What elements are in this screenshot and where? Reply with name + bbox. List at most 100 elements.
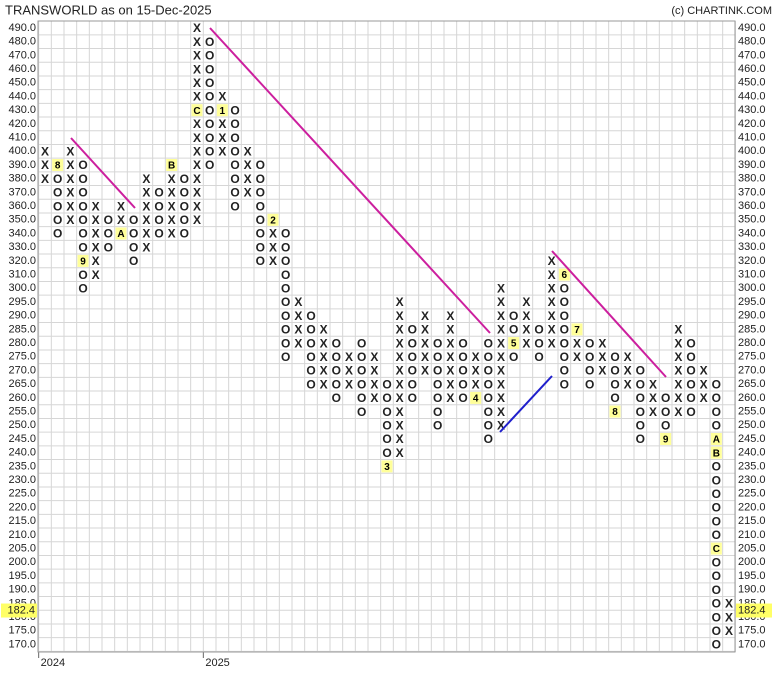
month-label: B: [713, 448, 720, 459]
o-box: O: [230, 172, 239, 186]
x-box: X: [117, 199, 125, 213]
o-box: O: [408, 323, 417, 337]
o-box: O: [332, 350, 341, 364]
x-box: X: [142, 227, 150, 241]
x-box: X: [446, 323, 454, 337]
o-box: O: [686, 364, 695, 378]
y-tick-label: 275.0: [8, 351, 36, 363]
y-tick-label: 440.0: [8, 90, 36, 102]
o-box: O: [610, 350, 619, 364]
y-tick-label-right: 390.0: [738, 159, 766, 171]
x-box: X: [446, 391, 454, 405]
x-box: X: [370, 391, 378, 405]
o-box: O: [560, 336, 569, 350]
y-tick-label: 380.0: [8, 173, 36, 185]
o-box: O: [560, 281, 569, 295]
x-box: X: [497, 391, 505, 405]
x-box: X: [396, 364, 404, 378]
x-box: X: [674, 323, 682, 337]
o-box: O: [256, 227, 265, 241]
o-box: O: [230, 103, 239, 117]
o-box: O: [712, 528, 721, 542]
o-box: O: [458, 336, 467, 350]
x-box: X: [674, 405, 682, 419]
x-box: X: [548, 323, 556, 337]
y-tick-label: 490.0: [8, 22, 36, 34]
y-tick-label-right: 330.0: [738, 241, 766, 253]
x-box: X: [649, 391, 657, 405]
y-tick-label: 480.0: [8, 36, 36, 48]
o-box: O: [306, 336, 315, 350]
o-box: O: [230, 131, 239, 145]
x-box: X: [674, 364, 682, 378]
o-box: O: [180, 213, 189, 227]
x-box: X: [168, 213, 176, 227]
y-tick-label: 295.0: [8, 296, 36, 308]
x-box: X: [193, 131, 201, 145]
x-box: X: [649, 405, 657, 419]
x-box: X: [320, 350, 328, 364]
o-box: O: [458, 364, 467, 378]
chart-title: TRANSWORLD as on 15-Dec-2025: [5, 2, 212, 17]
y-tick-label: 195.0: [8, 570, 36, 582]
y-tick-label-right: 490.0: [738, 22, 766, 34]
o-box: O: [408, 364, 417, 378]
o-box: O: [484, 350, 493, 364]
o-box: O: [408, 350, 417, 364]
x-box: X: [142, 186, 150, 200]
month-label: 8: [612, 407, 618, 418]
y-tick-label: 310.0: [8, 269, 36, 281]
month-box: [609, 405, 621, 418]
o-box: O: [382, 405, 391, 419]
y-tick-label: 285.0: [8, 323, 36, 335]
o-box: O: [230, 117, 239, 131]
y-tick-label: 470.0: [8, 49, 36, 61]
month-box: [267, 213, 279, 226]
o-box: O: [154, 186, 163, 200]
x-box: X: [548, 336, 556, 350]
o-box: O: [332, 377, 341, 391]
o-box: O: [712, 405, 721, 419]
x-box: X: [168, 227, 176, 241]
last-price-box: [1, 603, 37, 618]
o-box: O: [560, 364, 569, 378]
x-box: X: [244, 144, 252, 158]
plot-border: [37, 20, 736, 653]
o-box: O: [585, 377, 594, 391]
month-label: 7: [574, 325, 580, 336]
o-box: O: [53, 227, 62, 241]
y-tick-label: 265.0: [8, 378, 36, 390]
x-box: X: [497, 364, 505, 378]
o-box: O: [712, 583, 721, 597]
y-tick-label-right: 295.0: [738, 296, 766, 308]
o-box: O: [205, 76, 214, 90]
x-box: X: [66, 186, 74, 200]
o-box: O: [154, 213, 163, 227]
y-tick-label-right: 430.0: [738, 104, 766, 116]
x-box: X: [700, 377, 708, 391]
y-tick-label: 260.0: [8, 392, 36, 404]
o-box: O: [484, 405, 493, 419]
o-box: O: [484, 432, 493, 446]
o-box: O: [560, 377, 569, 391]
o-box: O: [104, 240, 113, 254]
o-box: O: [256, 240, 265, 254]
y-tick-label-right: 235.0: [738, 460, 766, 472]
o-box: O: [458, 391, 467, 405]
y-tick-label: 175.0: [8, 625, 36, 637]
o-box: O: [712, 555, 721, 569]
y-tick-label-right: 200.0: [738, 556, 766, 568]
o-box: O: [712, 460, 721, 474]
month-label: 3: [384, 462, 390, 473]
month-box: [660, 433, 672, 445]
x-box: X: [193, 90, 201, 104]
x-box: X: [624, 350, 632, 364]
o-box: O: [636, 377, 645, 391]
y-tick-label: 255.0: [8, 406, 36, 418]
o-box: O: [281, 336, 290, 350]
o-box: O: [534, 336, 543, 350]
o-box: O: [256, 172, 265, 186]
